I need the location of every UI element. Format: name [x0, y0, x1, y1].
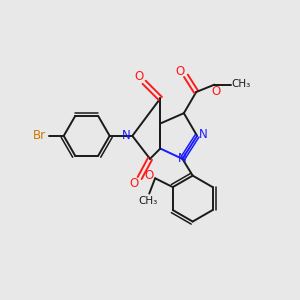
Text: O: O	[134, 70, 143, 83]
Text: O: O	[144, 169, 153, 182]
Text: O: O	[130, 177, 139, 190]
Text: Br: Br	[33, 129, 46, 142]
Text: O: O	[176, 65, 185, 78]
Text: N: N	[178, 152, 187, 165]
Text: CH₃: CH₃	[138, 196, 158, 206]
Text: N: N	[199, 128, 208, 141]
Text: O: O	[211, 85, 220, 98]
Text: N: N	[122, 129, 130, 142]
Text: CH₃: CH₃	[231, 79, 250, 89]
